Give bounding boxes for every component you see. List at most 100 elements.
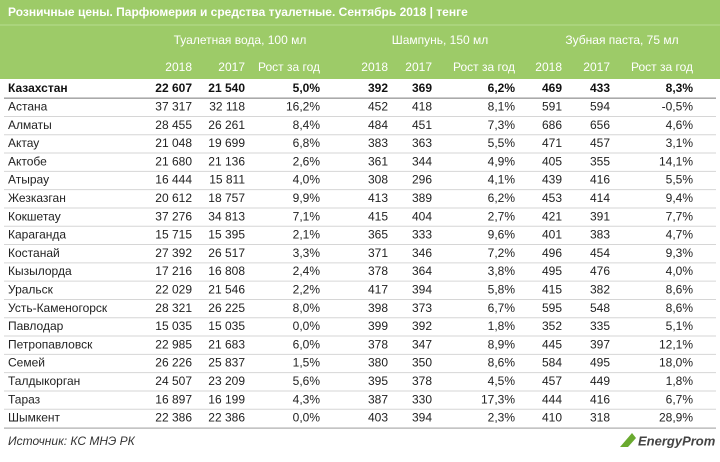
cell: 421 [542, 209, 562, 223]
cell: 26 517 [208, 246, 245, 260]
row-label: Жезказган [8, 191, 66, 205]
row-label: Шымкент [8, 411, 61, 425]
cell: 410 [542, 411, 562, 425]
cell: 548 [590, 301, 610, 315]
cell: 439 [542, 173, 562, 187]
cell: 686 [542, 118, 562, 132]
cell: 344 [412, 154, 432, 168]
cell: 28 321 [155, 301, 192, 315]
cell: 417 [368, 282, 388, 296]
cell: 365 [368, 228, 388, 242]
cell: 476 [590, 264, 610, 278]
row-label: Актобе [8, 154, 47, 168]
cell: 584 [542, 356, 562, 370]
cell: 394 [412, 282, 432, 296]
cell: 4,1% [488, 173, 516, 187]
cell: 4,0% [293, 173, 321, 187]
subheader: Рост за год [258, 60, 320, 74]
subheader: 2017 [218, 60, 245, 74]
cell: 454 [590, 246, 610, 260]
cell: 330 [412, 392, 432, 406]
cell: 21 540 [208, 81, 245, 95]
logo-mark [620, 433, 636, 447]
cell: 4,5% [488, 374, 516, 388]
cell: 6,2% [488, 191, 516, 205]
cell: 378 [412, 374, 432, 388]
cell: 15 395 [208, 228, 245, 242]
cell: 457 [590, 136, 610, 150]
cell: 415 [542, 282, 562, 296]
cell: 17 216 [155, 264, 192, 278]
group-header: Туалетная вода, 100 мл [174, 33, 307, 47]
row-label: Петропавловск [8, 337, 93, 351]
cell: 21 680 [155, 154, 192, 168]
header-band [0, 0, 720, 79]
subheader: 2018 [535, 60, 562, 74]
cell: 4,7% [666, 228, 694, 242]
cell: 27 392 [155, 246, 192, 260]
cell: 22 386 [208, 411, 245, 425]
cell: -0,5% [662, 99, 694, 113]
cell: 449 [590, 374, 610, 388]
cell: 380 [368, 356, 388, 370]
cell: 16 199 [208, 392, 245, 406]
cell: 22 607 [155, 81, 192, 95]
cell: 16 444 [155, 173, 192, 187]
cell: 28 455 [155, 118, 192, 132]
subheader: 2017 [583, 60, 610, 74]
cell: 444 [542, 392, 562, 406]
cell: 1,8% [666, 374, 694, 388]
cell: 392 [412, 319, 432, 333]
row-label: Актау [8, 136, 39, 150]
cell: 34 813 [208, 209, 245, 223]
cell: 4,0% [666, 264, 694, 278]
cell: 21 136 [208, 154, 245, 168]
cell: 2,2% [293, 282, 321, 296]
cell: 5,5% [488, 136, 516, 150]
row-label: Астана [8, 99, 48, 113]
cell: 418 [412, 99, 432, 113]
cell: 397 [590, 337, 610, 351]
cell: 23 209 [208, 374, 245, 388]
cell: 24 507 [155, 374, 192, 388]
cell: 21 546 [208, 282, 245, 296]
cell: 415 [368, 209, 388, 223]
cell: 369 [412, 81, 432, 95]
cell: 471 [542, 136, 562, 150]
cell: 373 [412, 301, 432, 315]
cell: 32 118 [209, 99, 245, 113]
cell: 4,6% [666, 118, 694, 132]
cell: 16 808 [208, 264, 245, 278]
cell: 416 [590, 173, 610, 187]
cell: 401 [542, 228, 562, 242]
row-label: Семей [8, 356, 45, 370]
cell: 8,4% [293, 118, 321, 132]
row-label: Караганда [8, 228, 66, 242]
cell: 9,4% [666, 191, 694, 205]
cell: 22 985 [155, 337, 192, 351]
cell: 3,8% [488, 264, 516, 278]
cell: 457 [542, 374, 562, 388]
cell: 413 [368, 191, 388, 205]
cell: 8,9% [488, 337, 516, 351]
cell: 9,3% [666, 246, 694, 260]
cell: 452 [368, 99, 388, 113]
cell: 395 [368, 374, 388, 388]
cell: 591 [542, 99, 562, 113]
cell: 595 [542, 301, 562, 315]
cell: 21 683 [208, 337, 245, 351]
row-label: Кызылорда [8, 264, 72, 278]
cell: 346 [412, 246, 432, 260]
cell: 1,8% [488, 319, 516, 333]
group-header: Шампунь, 150 мл [392, 33, 489, 47]
cell: 335 [590, 319, 610, 333]
cell: 37 276 [155, 209, 192, 223]
cell: 378 [368, 264, 388, 278]
cell: 6,8% [293, 136, 321, 150]
row-label: Атырау [8, 173, 49, 187]
cell: 22 386 [155, 411, 192, 425]
cell: 1,5% [293, 356, 321, 370]
cell: 18,0% [659, 356, 693, 370]
cell: 382 [590, 282, 610, 296]
cell: 18 757 [208, 191, 245, 205]
